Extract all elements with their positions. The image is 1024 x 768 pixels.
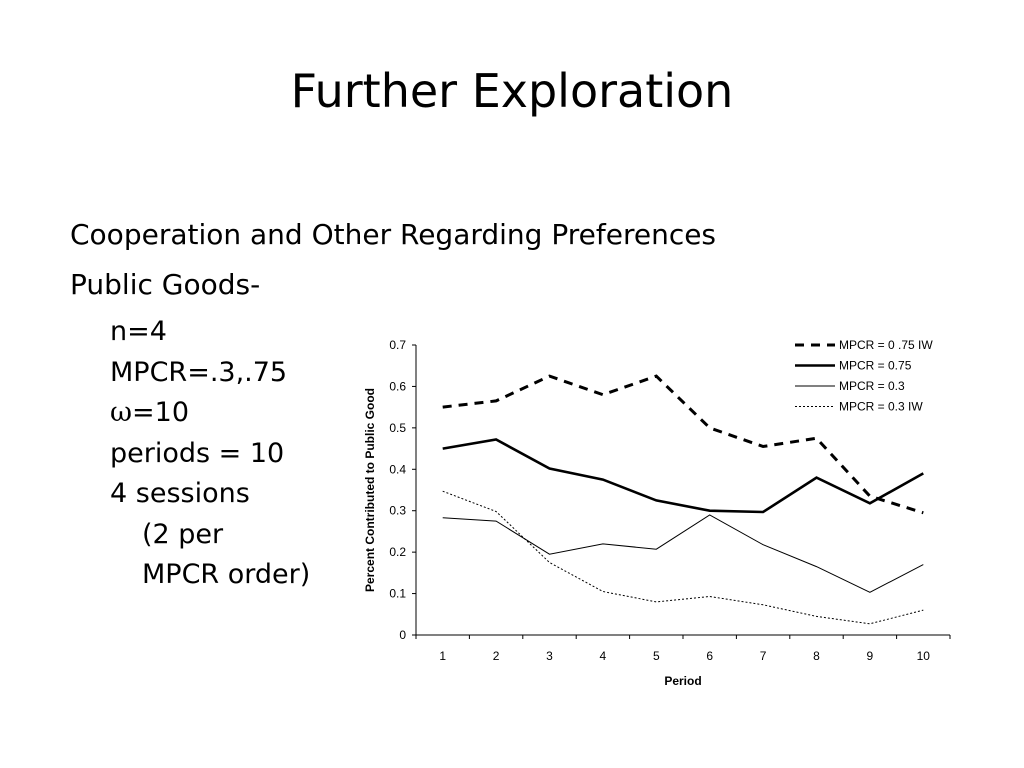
y-tick-label: 0.2 — [389, 545, 406, 559]
series-line-2 — [442, 438, 924, 514]
param-per-line2: MPCR order) — [142, 559, 311, 590]
omega-symbol: ω — [110, 397, 133, 428]
param-periods: periods = 10 — [110, 437, 285, 469]
y-tick-label: 0.5 — [389, 421, 406, 435]
x-tick-label: 7 — [760, 649, 767, 663]
legend-label-3: MPCR = 0.3 — [839, 379, 905, 393]
bullet-cooperation: Cooperation and Other Regarding Preferen… — [70, 218, 717, 251]
bullet-public-goods: Public Goods- — [70, 268, 261, 301]
legend-label-4: MPCR = 0.3 IW — [839, 400, 923, 414]
x-tick-label: 8 — [813, 649, 820, 663]
x-axis-title: Period — [664, 674, 701, 688]
bullet-list: Cooperation and Other Regarding Preferen… — [70, 210, 716, 310]
y-tick-label: 0.3 — [389, 504, 406, 518]
y-tick-label: 0.1 — [389, 587, 406, 601]
legend-label-1: MPCR = 0 .75 IW — [839, 338, 933, 352]
y-tick-label: 0.4 — [389, 462, 406, 476]
parameter-list: n=4 MPCR=.3,.75 ω=10 periods = 10 4 sess… — [110, 312, 310, 596]
x-tick-label: 3 — [546, 649, 553, 663]
y-tick-label: 0.7 — [389, 338, 406, 352]
x-tick-label: 1 — [439, 649, 446, 663]
series-line-4 — [442, 490, 924, 625]
series-line-3 — [442, 514, 924, 593]
x-tick-label: 5 — [653, 649, 660, 663]
y-axis-title: Percent Contributed to Public Good — [363, 388, 377, 592]
param-n: n=4 — [110, 316, 167, 347]
x-tick-label: 4 — [600, 649, 607, 663]
x-tick-label: 10 — [917, 649, 931, 663]
x-tick-label: 9 — [867, 649, 874, 663]
param-omega: ω=10 — [110, 393, 310, 434]
y-tick-label: 0.6 — [389, 379, 406, 393]
line-chart: 0 0.1 0.2 0.3 0.4 0.5 0.6 0.7 1 2 3 4 5 6 7 8 9 10 Period P… — [363, 338, 951, 688]
param-sessions: 4 sessions — [110, 478, 250, 509]
y-tick-label: 0 — [399, 628, 406, 642]
omega-value: =10 — [132, 397, 190, 428]
x-tick-label: 6 — [706, 649, 713, 663]
param-mpcr: MPCR=.3,.75 — [110, 356, 288, 388]
param-per-line1: (2 per — [142, 518, 224, 550]
slide-title: Further Exploration — [290, 64, 734, 118]
x-tick-label: 2 — [493, 649, 500, 663]
series-line-1 — [442, 374, 924, 515]
legend-label-2: MPCR = 0.75 — [839, 359, 912, 373]
